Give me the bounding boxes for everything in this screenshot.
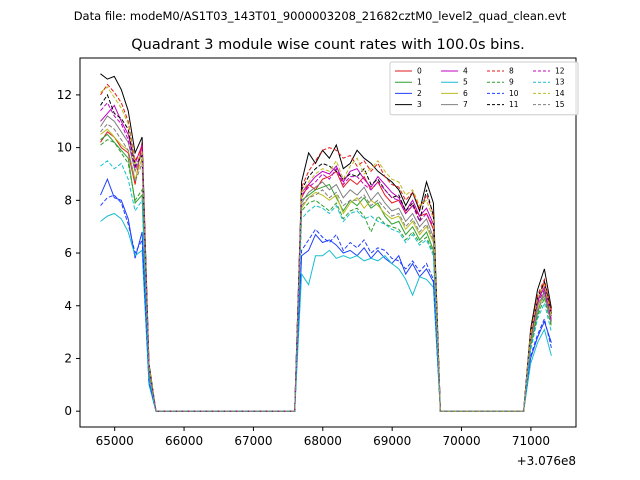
series-line-5 — [100, 212, 552, 412]
series-line-11 — [100, 93, 552, 412]
x-tick-label: 70000 — [442, 434, 480, 448]
x-tick-label: 71000 — [512, 434, 550, 448]
legend-label-4: 4 — [463, 67, 468, 76]
x-tick-label: 65000 — [96, 434, 134, 448]
legend-label-14: 14 — [555, 89, 565, 98]
y-tick-label: 10 — [57, 141, 72, 155]
plot-lines — [100, 73, 552, 412]
legend-label-8: 8 — [509, 67, 514, 76]
series-line-8 — [100, 83, 552, 412]
y-tick-label: 12 — [57, 88, 72, 102]
x-tick-label: 67000 — [234, 434, 272, 448]
legend-label-2: 2 — [417, 89, 422, 98]
legend-label-13: 13 — [555, 78, 565, 87]
y-tick-label: 8 — [64, 193, 72, 207]
y-tick-label: 4 — [64, 299, 72, 313]
suptitle: Data file: modeM0/AS1T03_143T01_90000032… — [74, 9, 567, 23]
legend-label-12: 12 — [555, 67, 565, 76]
y-tick-label: 0 — [64, 404, 72, 418]
x-axis: 65000 66000 67000 68000 69000 70000 71000 — [96, 427, 550, 448]
x-tick-label: 68000 — [304, 434, 342, 448]
y-tick-label: 6 — [64, 246, 72, 260]
legend-label-9: 9 — [509, 78, 514, 87]
x-offset-label: +3.076e8 — [517, 454, 576, 468]
series-line-14 — [100, 86, 552, 412]
legend-label-15: 15 — [555, 100, 565, 109]
y-tick-label: 2 — [64, 351, 72, 365]
plot-frame — [79, 57, 577, 428]
legend-label-3: 3 — [417, 100, 422, 109]
x-tick-label: 66000 — [165, 434, 203, 448]
series-line-10 — [100, 194, 552, 412]
legend-label-5: 5 — [463, 78, 468, 87]
legend-label-11: 11 — [509, 100, 519, 109]
legend-label-10: 10 — [509, 89, 519, 98]
legend-label-7: 7 — [463, 100, 468, 109]
legend-label-6: 6 — [463, 89, 468, 98]
legend-box — [389, 61, 579, 116]
series-line-15 — [100, 123, 552, 412]
series-line-13 — [100, 160, 552, 412]
chart-title: Quadrant 3 module wise count rates with … — [131, 37, 525, 53]
legend-label-0: 0 — [417, 67, 422, 76]
x-tick-label: 69000 — [373, 434, 411, 448]
legend-label-1: 1 — [417, 78, 422, 87]
y-axis: 0 2 4 6 8 10 12 — [57, 88, 80, 418]
